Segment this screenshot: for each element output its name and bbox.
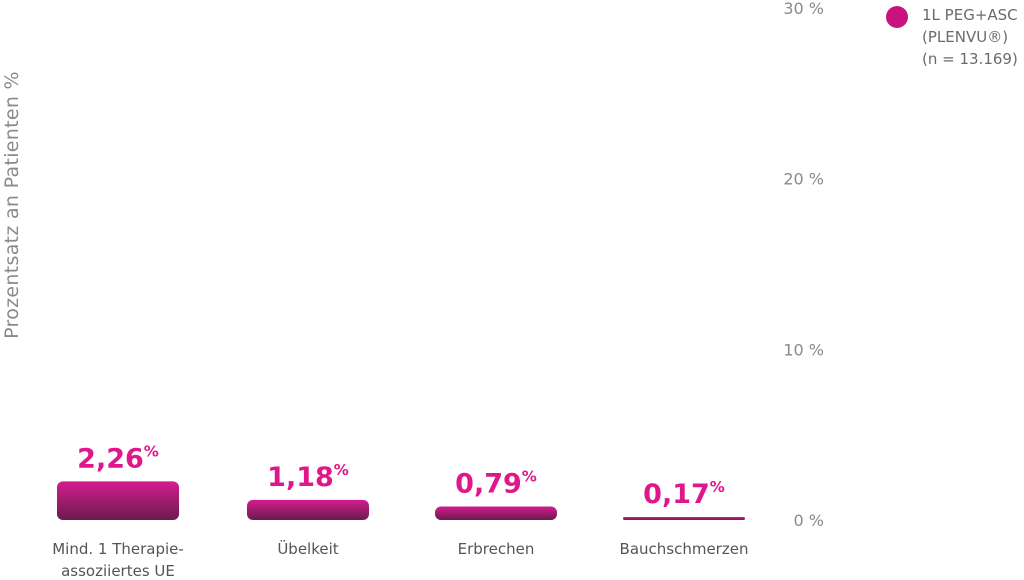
y-tick-label: 20 %	[783, 170, 824, 189]
category-label: Erbrechen	[458, 540, 535, 558]
bar	[435, 506, 557, 520]
bar	[247, 499, 369, 520]
value-labels: 2,26% 1,18% 0,79% 0,17%	[77, 442, 725, 510]
legend-swatch	[886, 6, 908, 28]
value-label: 1,18%	[267, 461, 349, 493]
y-axis-ticks: 0 % 10 % 20 % 30 %	[783, 0, 824, 530]
bars	[57, 481, 745, 520]
value-label: 0,17%	[643, 478, 725, 510]
bar	[623, 517, 745, 520]
y-tick-label: 30 %	[783, 0, 824, 18]
bar	[57, 481, 179, 520]
value-label: 2,26%	[77, 442, 159, 474]
legend-label: 1L PEG+ASC (PLENVU®) (n = 13.169)	[922, 4, 1018, 70]
y-tick-label: 0 %	[794, 511, 824, 530]
category-label: Übelkeit	[277, 539, 338, 558]
y-tick-label: 10 %	[783, 340, 824, 359]
category-label: Bauchschmerzen	[620, 540, 749, 558]
legend-label-line: (PLENVU®)	[922, 28, 1009, 46]
legend-label-line: 1L PEG+ASC	[922, 6, 1018, 24]
value-label: 0,79%	[455, 468, 537, 500]
x-axis-labels: Mind. 1 Therapie-assoziiertes UE Übelkeit…	[52, 539, 748, 580]
legend-label-line: (n = 13.169)	[922, 50, 1018, 68]
category-label: Mind. 1 Therapie-assoziiertes UE	[52, 540, 184, 580]
